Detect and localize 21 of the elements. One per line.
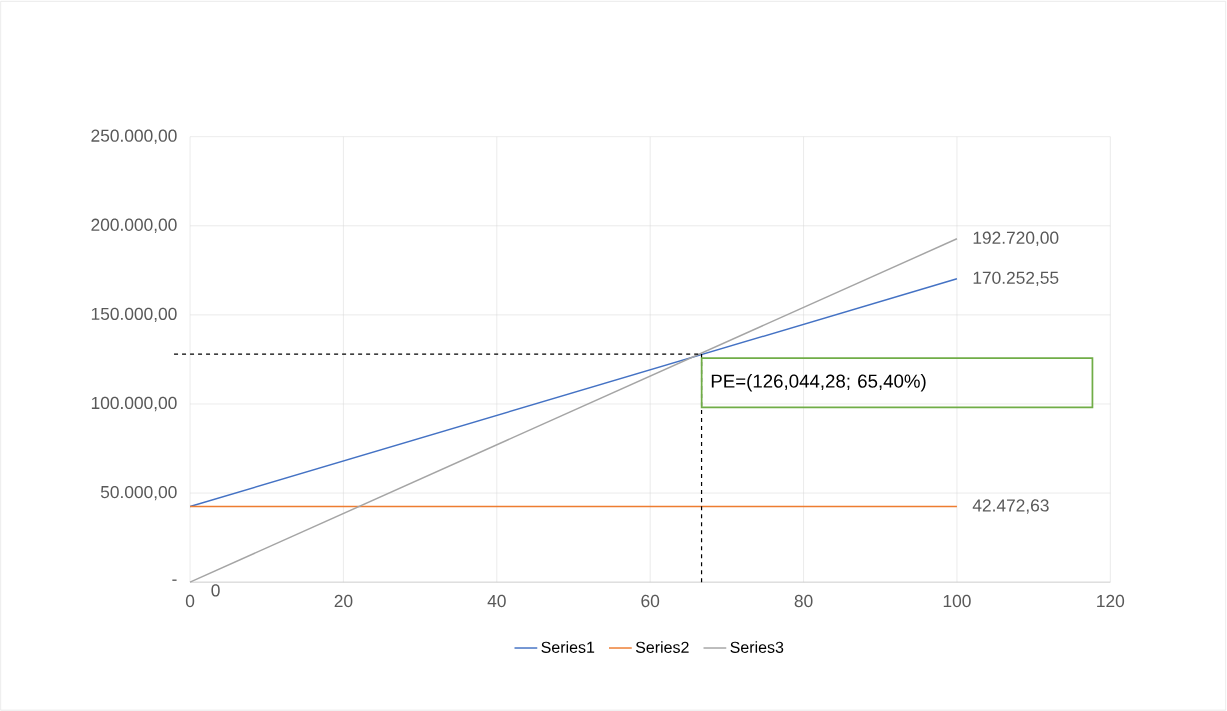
annotation: PE=(126,044,28; 65,40%) <box>711 374 926 392</box>
y-tick-label: 100.000,00 <box>91 396 177 412</box>
x-tick-label: 20 <box>334 594 353 608</box>
y-tick-label: 50.000,00 <box>100 485 177 501</box>
legend-label: Series2 <box>635 641 689 654</box>
data-label: 42.472,63 <box>972 499 1049 514</box>
data-label: 192.720,00 <box>973 231 1059 246</box>
y-tick-label: 150.000,00 <box>91 307 177 323</box>
x-tick-label: 120 <box>1097 594 1125 608</box>
x-tick-label: 0 <box>185 594 195 608</box>
y-tick-label: 200.000,00 <box>91 218 177 234</box>
data-label: 0 <box>211 584 220 597</box>
y-tick-label: 250.000,00 <box>91 129 177 144</box>
x-tick-label: 40 <box>487 594 506 608</box>
x-tick-label: 60 <box>641 594 660 608</box>
x-tick-label: 100 <box>943 594 971 608</box>
data-label: 170.252,55 <box>973 271 1059 287</box>
y-tick-label: - <box>172 579 177 581</box>
legend-label: Series1 <box>541 641 595 654</box>
x-tick-label: 80 <box>794 594 813 608</box>
legend-label: Series3 <box>730 641 784 654</box>
